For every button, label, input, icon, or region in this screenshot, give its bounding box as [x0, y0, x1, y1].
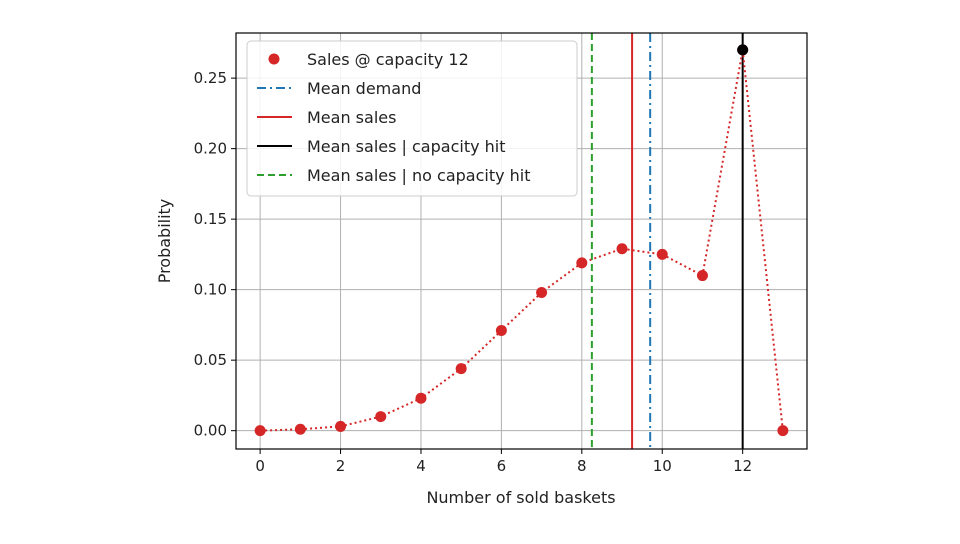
legend-label: Mean sales | capacity hit [307, 137, 506, 156]
y-axis-label: Probability [155, 199, 174, 284]
data-point [335, 420, 347, 432]
y-tick-label: 0.05 [194, 351, 227, 369]
data-point [656, 248, 668, 260]
data-point [415, 392, 427, 404]
y-tick-label: 0.00 [194, 422, 227, 440]
x-tick-label: 4 [416, 457, 426, 475]
y-tick-label: 0.25 [194, 69, 227, 87]
axes-frame [235, 32, 808, 450]
y-axis-ticks: 0.00 0.05 0.10 0.15 0.20 0.25 [194, 69, 236, 440]
x-tick-label: 2 [336, 457, 346, 475]
data-point [616, 243, 628, 255]
y-tick-label: 0.10 [194, 281, 227, 299]
data-series [254, 44, 789, 437]
x-tick-label: 8 [577, 457, 587, 475]
data-point [777, 425, 789, 437]
capacity-hit-point [737, 44, 749, 56]
data-point [495, 325, 507, 337]
x-axis-ticks: 0 2 4 6 8 10 12 [255, 449, 752, 475]
x-tick-label: 12 [733, 457, 752, 475]
legend-box [246, 40, 578, 197]
legend-label: Sales @ capacity 12 [307, 50, 469, 69]
x-tick-label: 6 [497, 457, 507, 475]
legend: Sales @ capacity 12 Mean demand Mean sales… [246, 40, 578, 197]
data-point [455, 363, 467, 375]
y-tick-label: 0.20 [194, 140, 227, 158]
data-point [294, 423, 306, 435]
x-tick-label: 0 [255, 457, 265, 475]
legend-label: Mean sales | no capacity hit [307, 166, 531, 185]
legend-label: Mean sales [307, 108, 396, 127]
data-point [375, 411, 387, 423]
legend-marker [268, 53, 280, 65]
y-tick-label: 0.15 [194, 210, 227, 228]
data-point [536, 286, 548, 298]
x-tick-label: 10 [653, 457, 672, 475]
data-point [254, 425, 266, 437]
data-point [696, 270, 708, 282]
x-axis-label: Number of sold baskets [426, 488, 615, 507]
reference-lines [590, 33, 744, 449]
legend-label: Mean demand [307, 79, 421, 98]
data-point [576, 257, 588, 269]
